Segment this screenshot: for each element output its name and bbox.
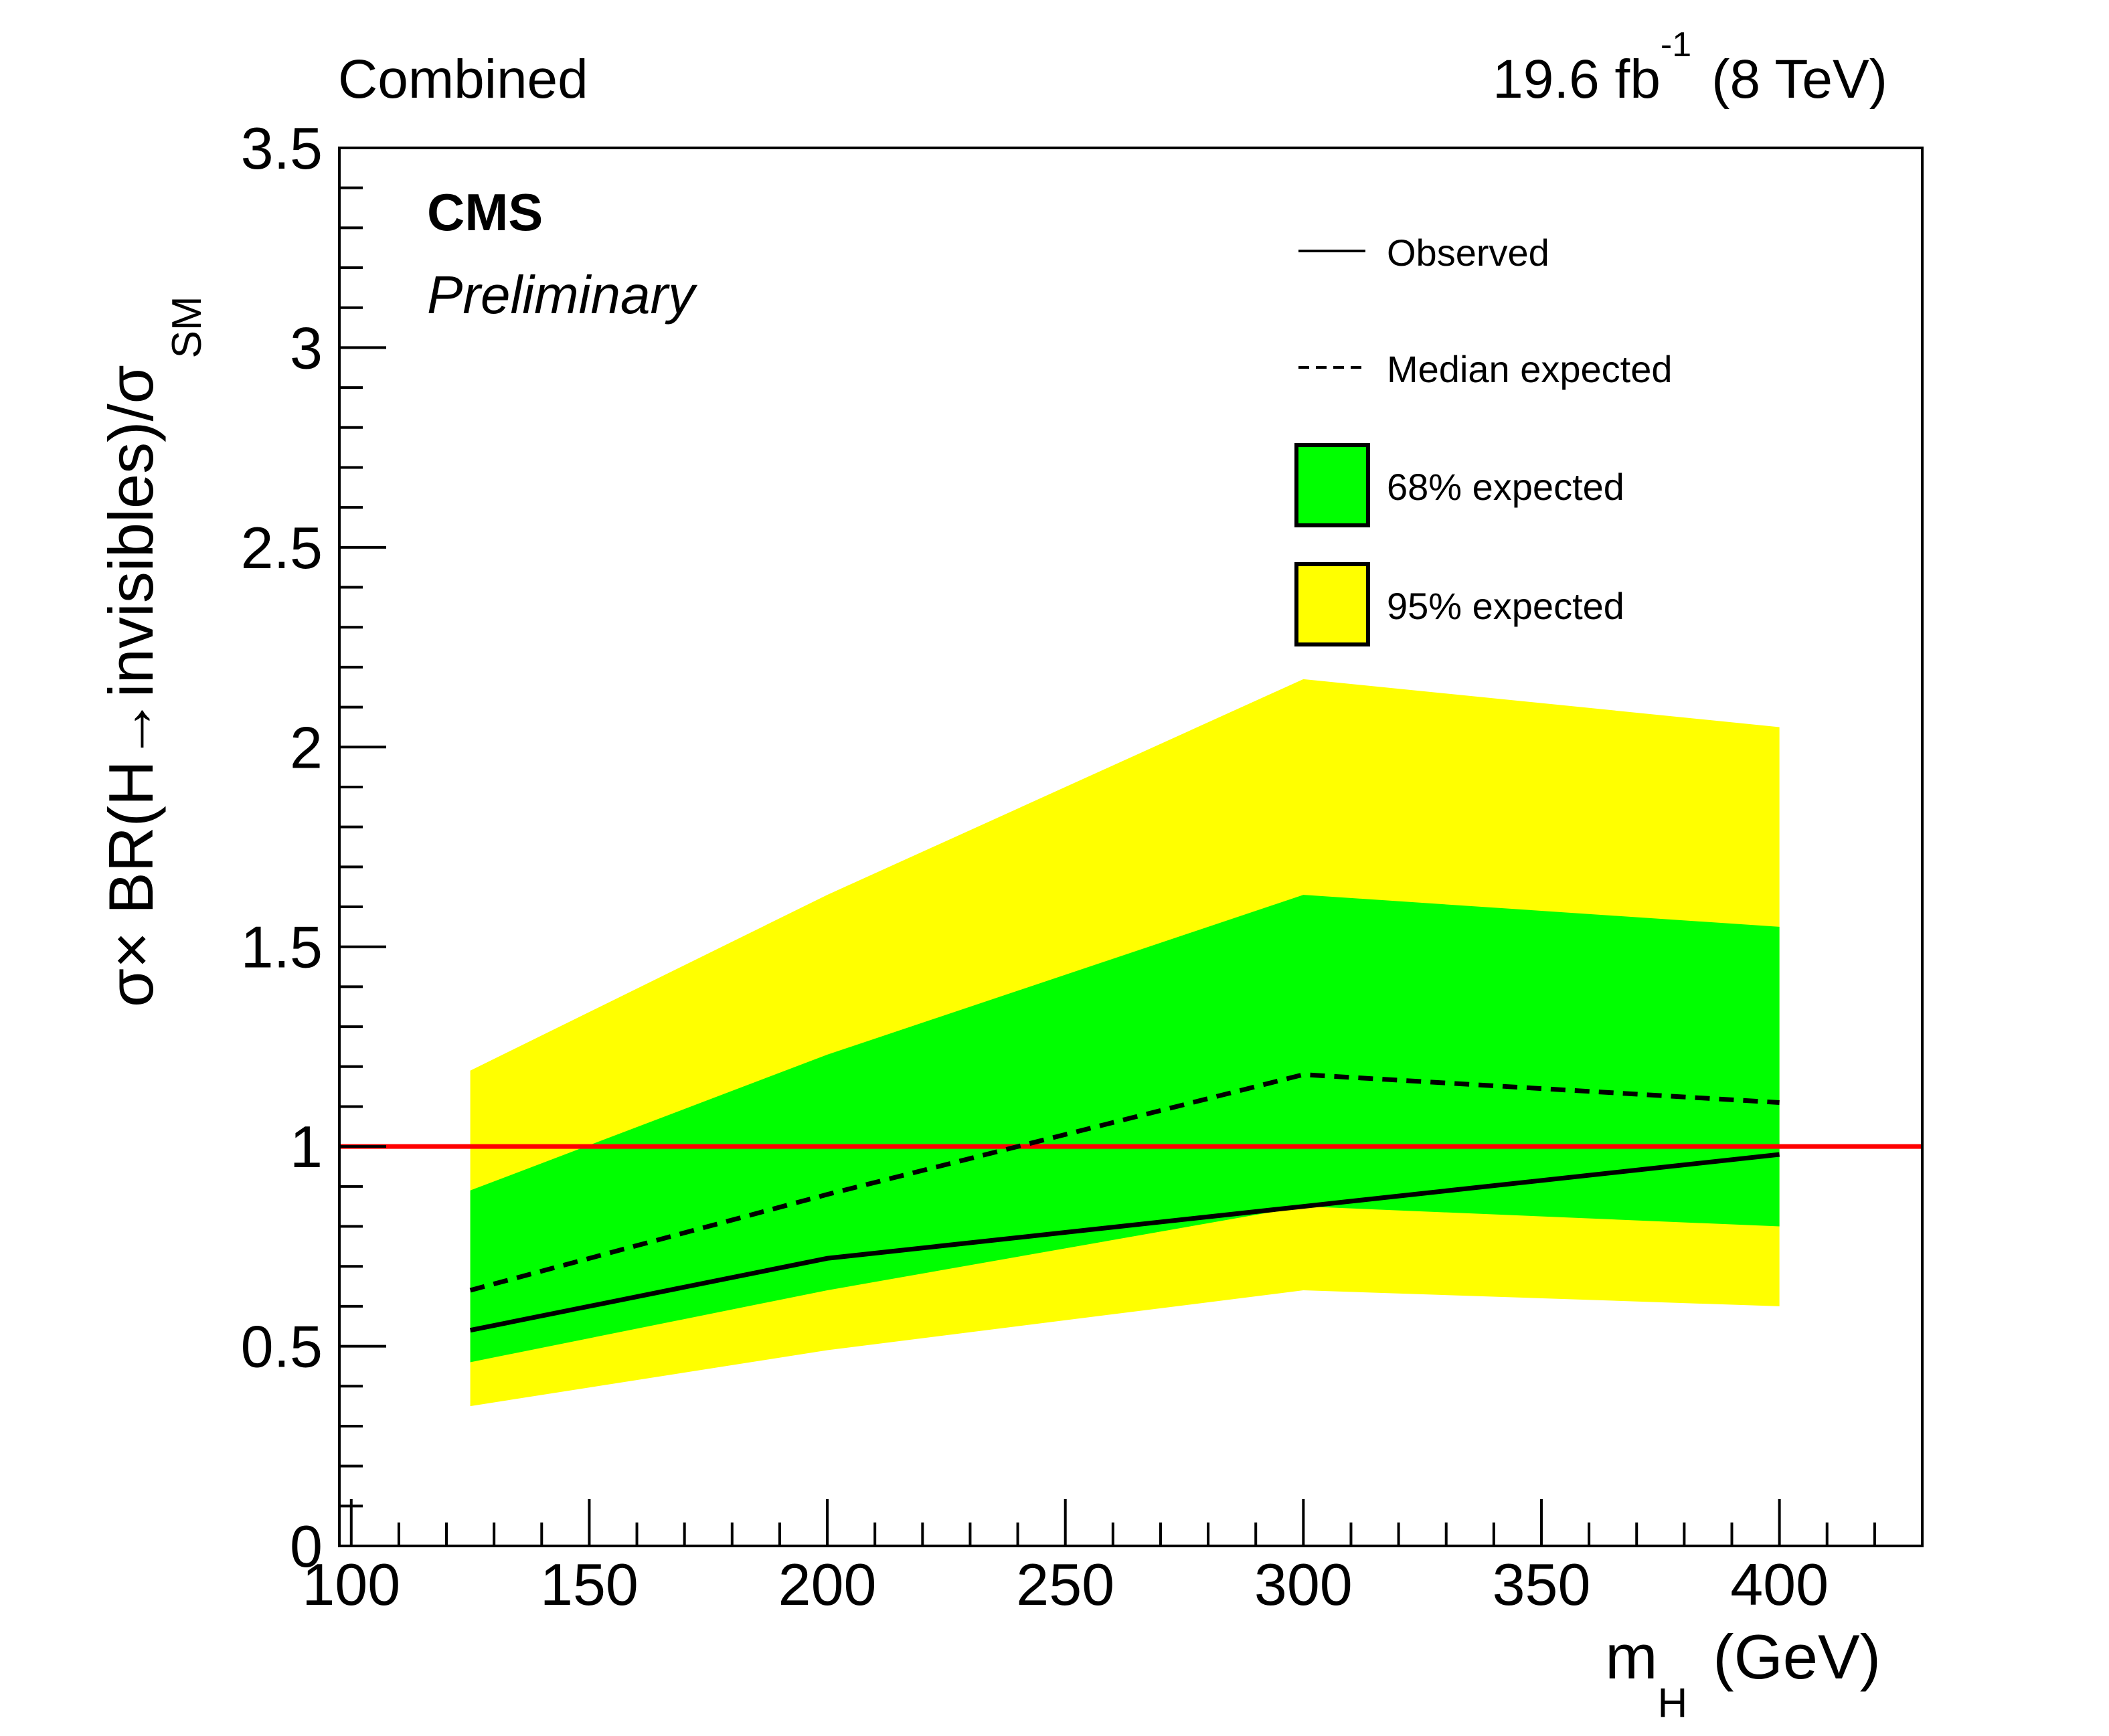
x-tick-label: 150 <box>540 1551 639 1618</box>
energy-label: (8 TeV) <box>1711 49 1887 110</box>
x-tick-label: 250 <box>1016 1551 1114 1618</box>
legend-label: 95% expected <box>1387 585 1624 627</box>
x-axis-unit: (GeV) <box>1713 1622 1881 1692</box>
legend-label: Median expected <box>1387 348 1673 390</box>
band-68-expected <box>470 895 1780 1363</box>
x-tick-label: 100 <box>302 1551 400 1618</box>
x-tick-label: 400 <box>1730 1551 1829 1618</box>
luminosity-value: 19.6 fb <box>1493 49 1661 110</box>
y-tick-label: 3 <box>290 315 323 381</box>
preliminary-label: Preliminary <box>427 265 698 325</box>
ticks-layer <box>339 147 1876 1547</box>
y-tick-label: 0 <box>290 1513 323 1579</box>
lines-layer <box>339 1072 1922 1333</box>
x-tick-label: 350 <box>1493 1551 1591 1618</box>
legend-swatch <box>1294 443 1370 527</box>
y-axis-title: σ× BR(H→invisibles)/σ SM <box>96 296 210 1007</box>
bands-layer <box>470 679 1780 1407</box>
cms-label: CMS <box>427 183 543 242</box>
luminosity-exponent: -1 <box>1661 25 1691 64</box>
x-tick-label: 300 <box>1254 1551 1353 1618</box>
tick-labels-layer: 100 150 200 250 300 350 400 0 0.5 1 1.5 2 2.5 3 3.5 <box>241 115 1829 1618</box>
y-tick-label: 0.5 <box>241 1314 323 1380</box>
combined-label: Combined <box>338 49 588 110</box>
y-tick-label: 1 <box>290 1114 323 1180</box>
x-tick-label: 200 <box>778 1551 877 1618</box>
y-tick-label: 2.5 <box>241 515 323 581</box>
y-tick-label: 3.5 <box>241 115 323 181</box>
series-line-observed <box>469 1152 1780 1333</box>
x-axis-title: mH (GeV) <box>1605 1622 1881 1727</box>
legend-label: 68% expected <box>1387 466 1624 508</box>
y-tick-label: 1.5 <box>241 914 323 980</box>
y-axis-main: σ× BR(H→invisibles)/σ <box>96 365 166 1007</box>
series-line-median-expected <box>469 1072 1780 1293</box>
legend-label: Observed <box>1387 232 1549 274</box>
plot-frame <box>338 147 1924 1547</box>
luminosity-label: 19.6 fb-1 (8 TeV) <box>1493 25 1887 110</box>
y-axis-subscript: SM <box>164 296 210 358</box>
x-axis-subscript: H <box>1658 1680 1688 1727</box>
legend: Observed Median expected 68% expected 95% e… <box>1294 232 1673 646</box>
y-tick-label: 2 <box>290 714 323 780</box>
x-axis-main: m <box>1605 1622 1657 1692</box>
legend-swatch <box>1294 562 1370 646</box>
